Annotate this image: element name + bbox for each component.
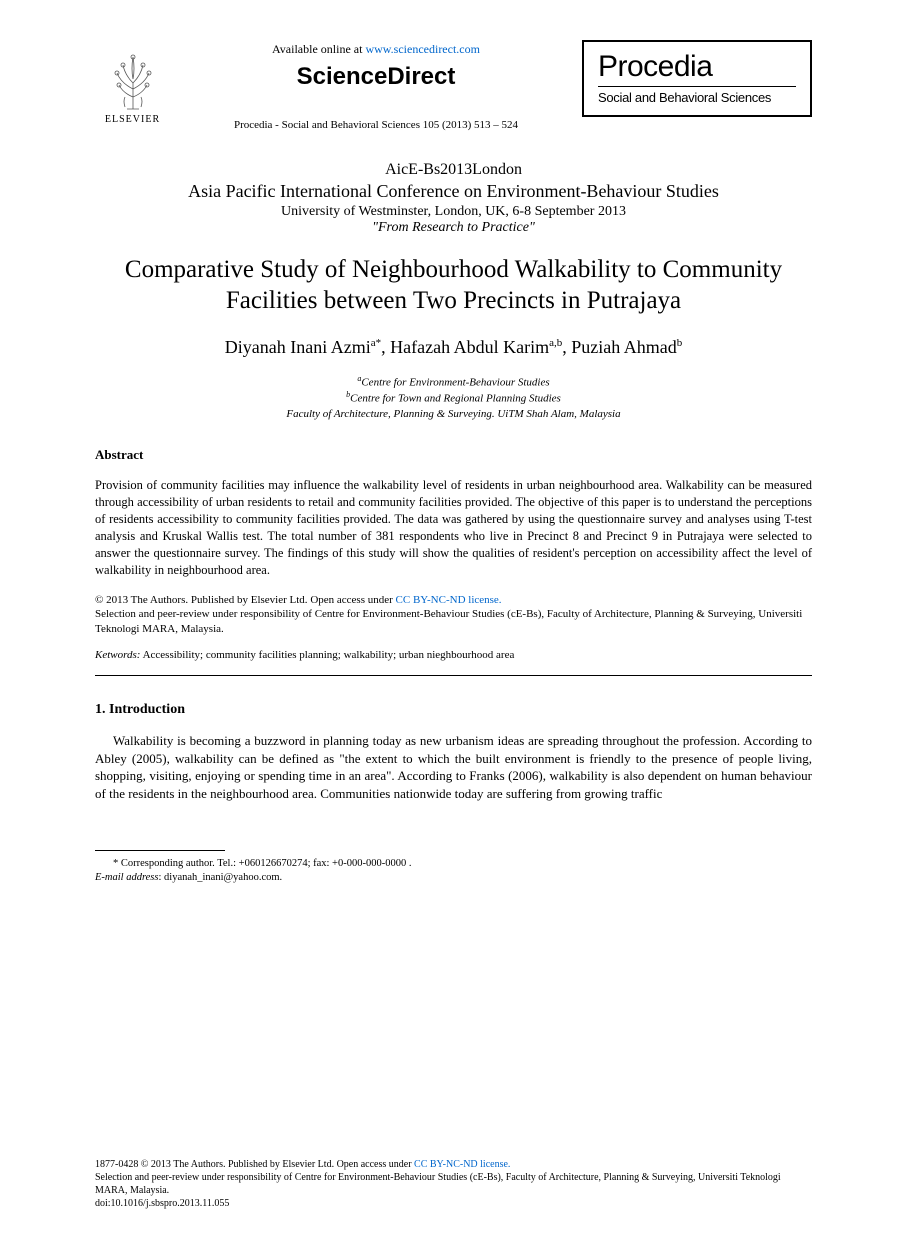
footer-license-link[interactable]: CC BY-NC-ND license. [414, 1159, 510, 1170]
conference-location: University of Westminster, London, UK, 6… [95, 204, 812, 220]
elsevier-logo: ELSEVIER [95, 40, 170, 125]
keywords-label: Ketwords: [95, 649, 140, 661]
conference-name: Asia Pacific International Conference on… [95, 181, 812, 202]
header-center: Available online at www.sciencedirect.co… [170, 40, 582, 131]
footnote-email-label: E-mail address [95, 872, 158, 883]
footnote-email: E-mail address: diyanah_inani@yahoo.com. [95, 871, 812, 885]
copyright-block: © 2013 The Authors. Published by Elsevie… [95, 593, 812, 638]
footer-doi: doi:10.1016/j.sbspro.2013.11.055 [95, 1198, 229, 1209]
available-online-line: Available online at www.sciencedirect.co… [170, 42, 582, 57]
authors-line: Diyanah Inani Azmia*, Hafazah Abdul Kari… [95, 337, 812, 358]
affiliation-b: bCentre for Town and Regional Planning S… [95, 390, 812, 407]
header-row: ELSEVIER Available online at www.science… [95, 40, 812, 131]
conference-theme: "From Research to Practice" [95, 220, 812, 236]
affiliation-b-text: Centre for Town and Regional Planning St… [350, 393, 561, 405]
open-access-prefix: Open access under [310, 594, 395, 606]
keywords-line: Ketwords: Accessibility; community facil… [95, 649, 812, 661]
section-1-paragraph: Walkability is becoming a buzzword in pl… [95, 732, 812, 802]
affiliations-block: aCentre for Environment-Behaviour Studie… [95, 374, 812, 422]
procedia-title: Procedia [598, 50, 796, 84]
conference-code: AicE-Bs2013London [95, 161, 812, 179]
sciencedirect-logo-text: ScienceDirect [170, 63, 582, 91]
abstract-text: Provision of community facilities may in… [95, 477, 812, 578]
paper-title: Comparative Study of Neighbourhood Walka… [95, 254, 812, 317]
keywords-text: Accessibility; community facilities plan… [140, 649, 514, 661]
footer-open-access-prefix: Open access under [337, 1159, 414, 1170]
copyright-line1: © 2013 The Authors. Published by Elsevie… [95, 594, 310, 606]
footer-line2: Selection and peer-review under responsi… [95, 1172, 781, 1196]
citation-line: Procedia - Social and Behavioral Science… [170, 119, 582, 131]
affiliation-faculty: Faculty of Architecture, Planning & Surv… [95, 407, 812, 422]
section-divider [95, 675, 812, 676]
affiliation-a: aCentre for Environment-Behaviour Studie… [95, 374, 812, 391]
license-link[interactable]: CC BY-NC-ND license. [396, 594, 502, 606]
conference-block: AicE-Bs2013London Asia Pacific Internati… [95, 161, 812, 236]
abstract-heading: Abstract [95, 447, 812, 463]
copyright-line2: Selection and peer-review under responsi… [95, 608, 802, 635]
footer-block: 1877-0428 © 2013 The Authors. Published … [95, 1158, 812, 1210]
procedia-box: Procedia Social and Behavioral Sciences [582, 40, 812, 117]
footnote-corresponding: * Corresponding author. Tel.: +060126670… [95, 857, 812, 871]
available-prefix: Available online at [272, 42, 365, 56]
elsevier-tree-icon [103, 49, 163, 111]
section-1-heading: 1. Introduction [95, 702, 812, 718]
sciencedirect-link[interactable]: www.sciencedirect.com [365, 42, 480, 56]
footer-line1: 1877-0428 © 2013 The Authors. Published … [95, 1159, 337, 1170]
procedia-subtitle: Social and Behavioral Sciences [598, 90, 796, 105]
elsevier-label: ELSEVIER [105, 114, 160, 125]
footnote-email-value: : diyanah_inani@yahoo.com. [158, 872, 282, 883]
footnote-rule [95, 850, 225, 851]
procedia-rule [598, 86, 796, 87]
affiliation-a-text: Centre for Environment-Behaviour Studies [361, 376, 549, 388]
